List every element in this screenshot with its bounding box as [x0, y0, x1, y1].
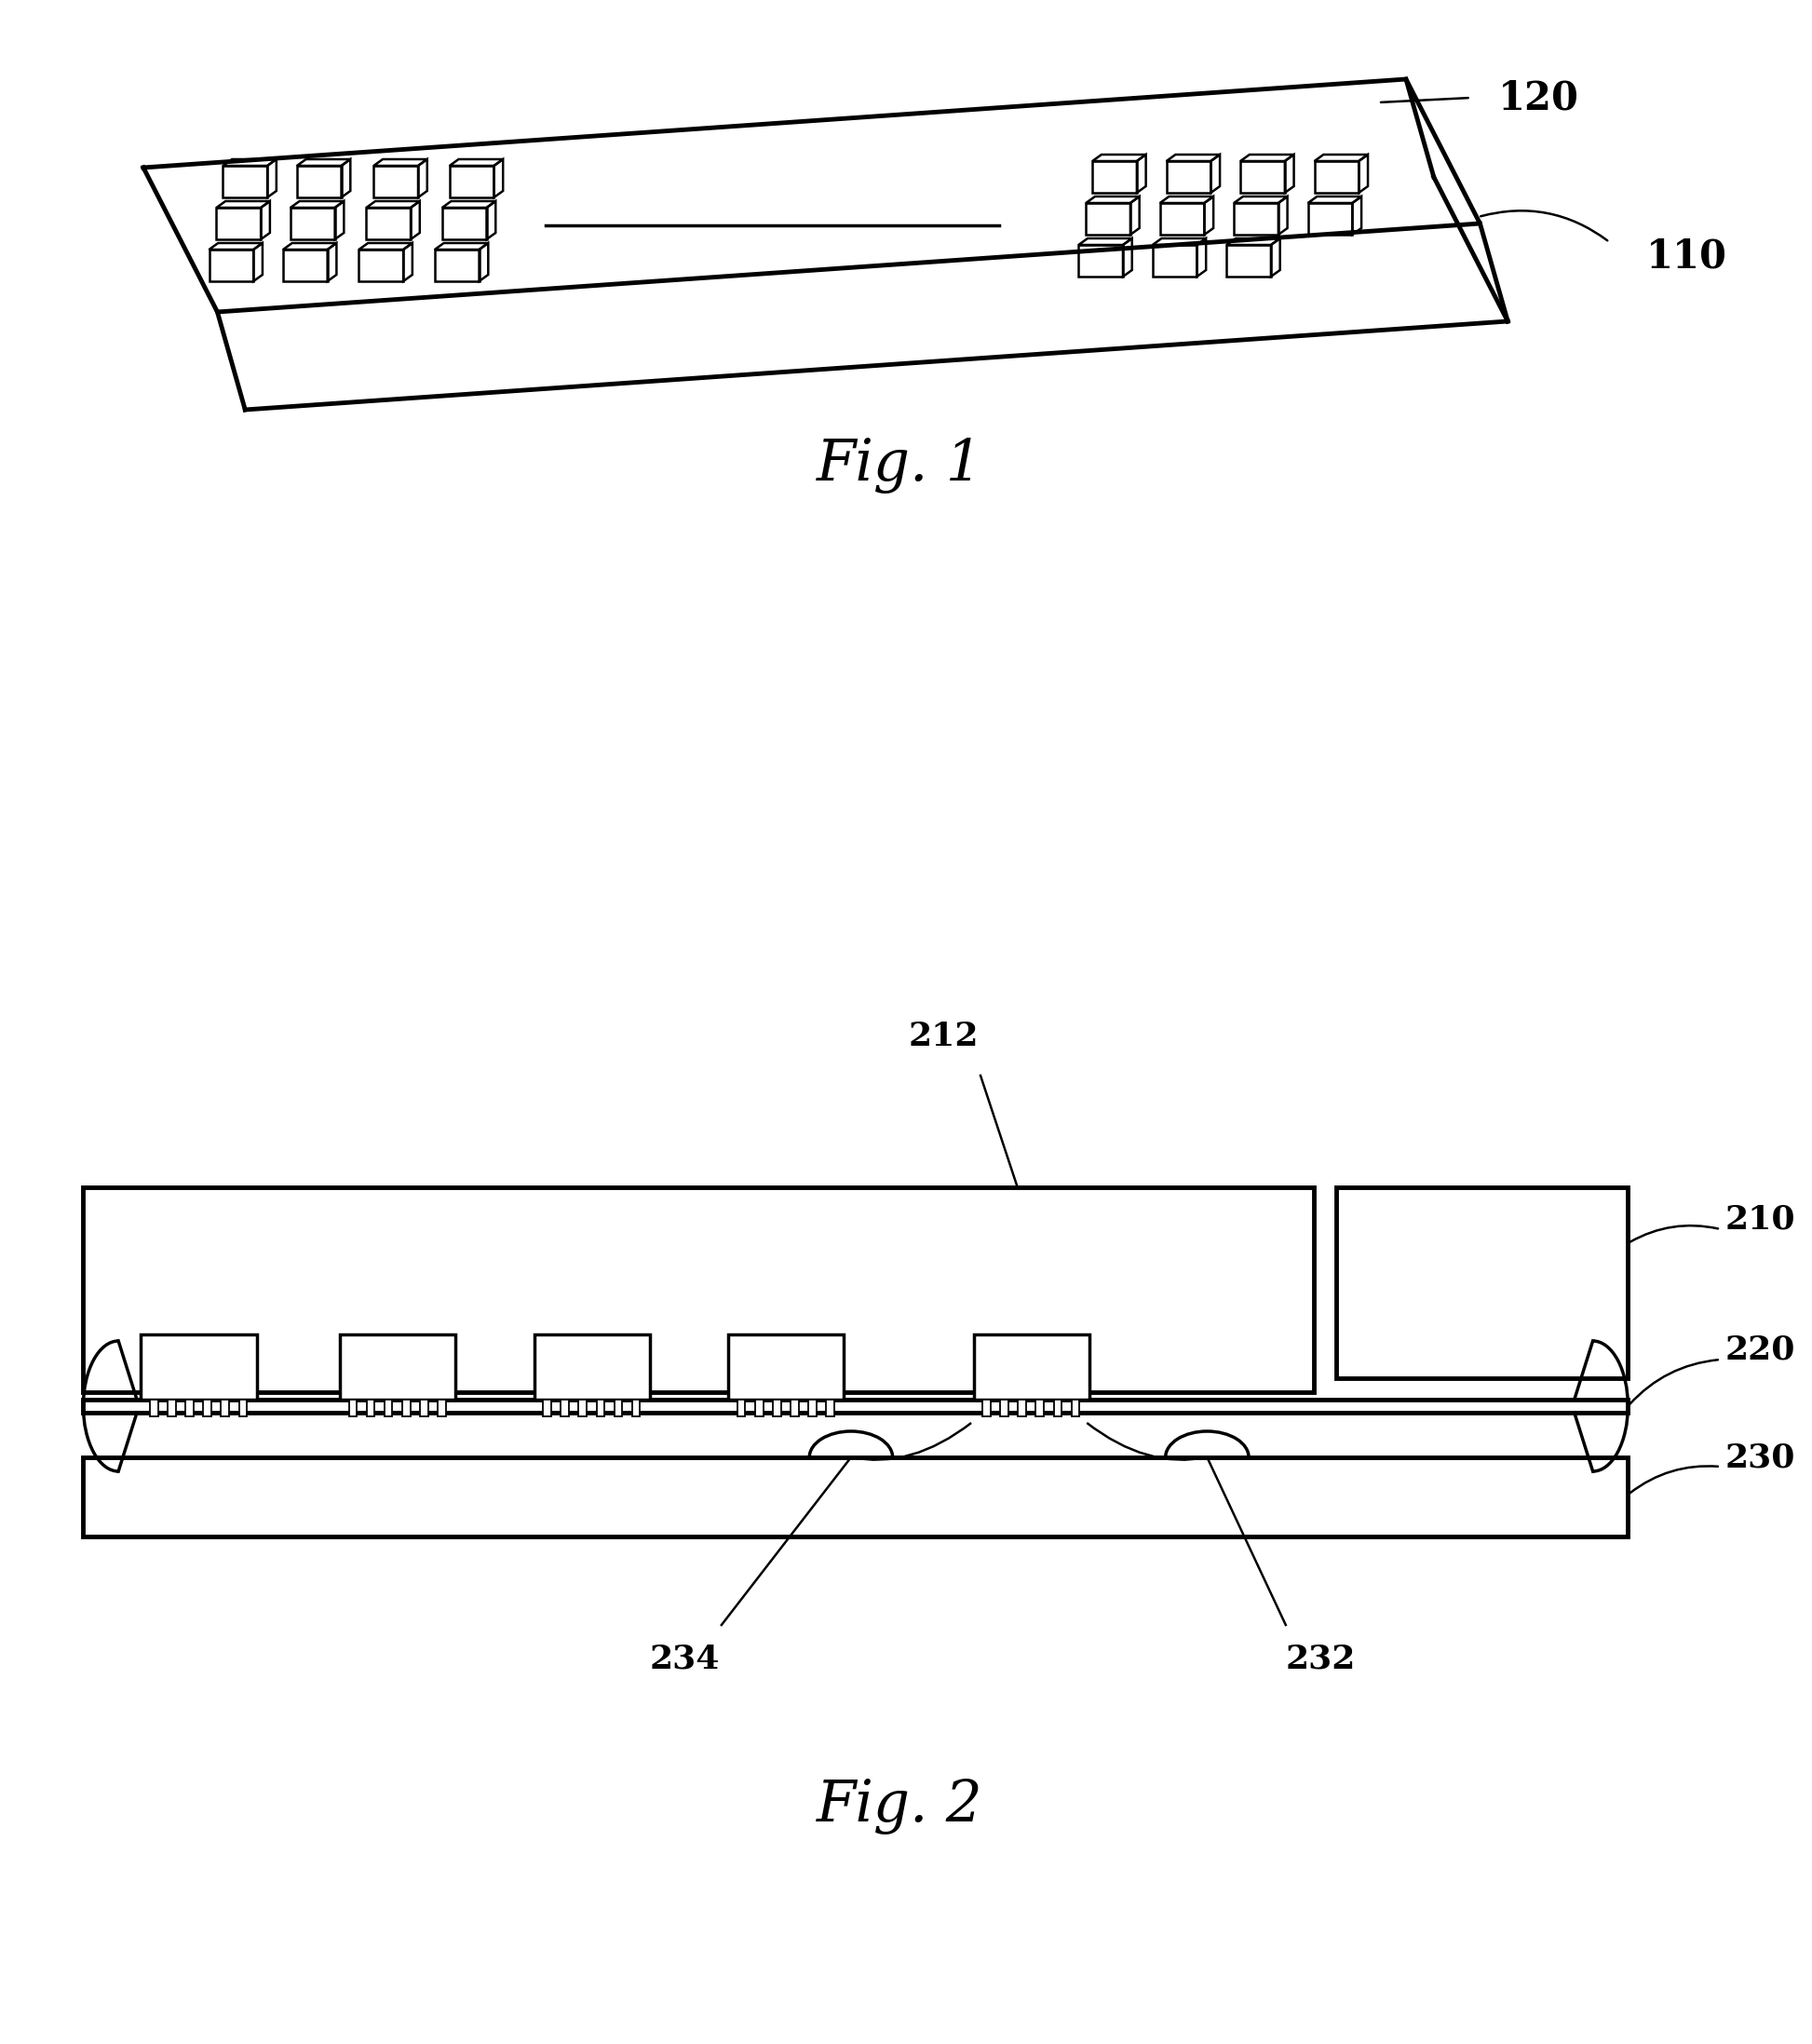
Bar: [384, 1400, 393, 1416]
Bar: [83, 1400, 1627, 1412]
Bar: [1018, 1400, 1026, 1416]
Text: 120: 120: [1499, 78, 1580, 117]
Bar: [578, 1400, 587, 1416]
Text: Fig. 1: Fig. 1: [817, 437, 984, 493]
Bar: [366, 1400, 375, 1416]
Bar: [596, 1400, 605, 1416]
Bar: [614, 1400, 622, 1416]
Bar: [83, 1457, 1627, 1537]
Bar: [826, 1400, 834, 1416]
Bar: [239, 1400, 246, 1416]
Bar: [1053, 1400, 1062, 1416]
Bar: [185, 1400, 194, 1416]
Text: 210: 210: [1725, 1204, 1796, 1237]
Bar: [402, 1400, 410, 1416]
Bar: [632, 1400, 640, 1416]
Bar: [535, 1335, 651, 1400]
Bar: [439, 1400, 446, 1416]
Bar: [774, 1400, 781, 1416]
Text: 232: 232: [1287, 1643, 1355, 1676]
Bar: [141, 1335, 257, 1400]
Bar: [982, 1400, 991, 1416]
Bar: [808, 1400, 817, 1416]
Bar: [221, 1400, 228, 1416]
Bar: [728, 1335, 844, 1400]
Bar: [1036, 1400, 1044, 1416]
Bar: [544, 1400, 551, 1416]
Text: Fig. 2: Fig. 2: [817, 1778, 984, 1833]
Bar: [83, 1188, 1314, 1392]
Bar: [420, 1400, 428, 1416]
Bar: [756, 1400, 763, 1416]
Bar: [203, 1400, 212, 1416]
Bar: [973, 1335, 1089, 1400]
Text: 212: 212: [908, 1020, 978, 1053]
Bar: [1071, 1400, 1080, 1416]
Text: 230: 230: [1725, 1441, 1796, 1474]
Bar: [169, 1400, 176, 1416]
Bar: [790, 1400, 799, 1416]
Bar: [737, 1400, 745, 1416]
Text: 220: 220: [1725, 1335, 1796, 1365]
Bar: [1337, 1188, 1627, 1378]
Bar: [350, 1400, 357, 1416]
Bar: [341, 1335, 455, 1400]
Bar: [1000, 1400, 1007, 1416]
Bar: [562, 1400, 569, 1416]
Text: 234: 234: [649, 1643, 719, 1676]
Bar: [150, 1400, 158, 1416]
Text: 110: 110: [1647, 237, 1727, 276]
